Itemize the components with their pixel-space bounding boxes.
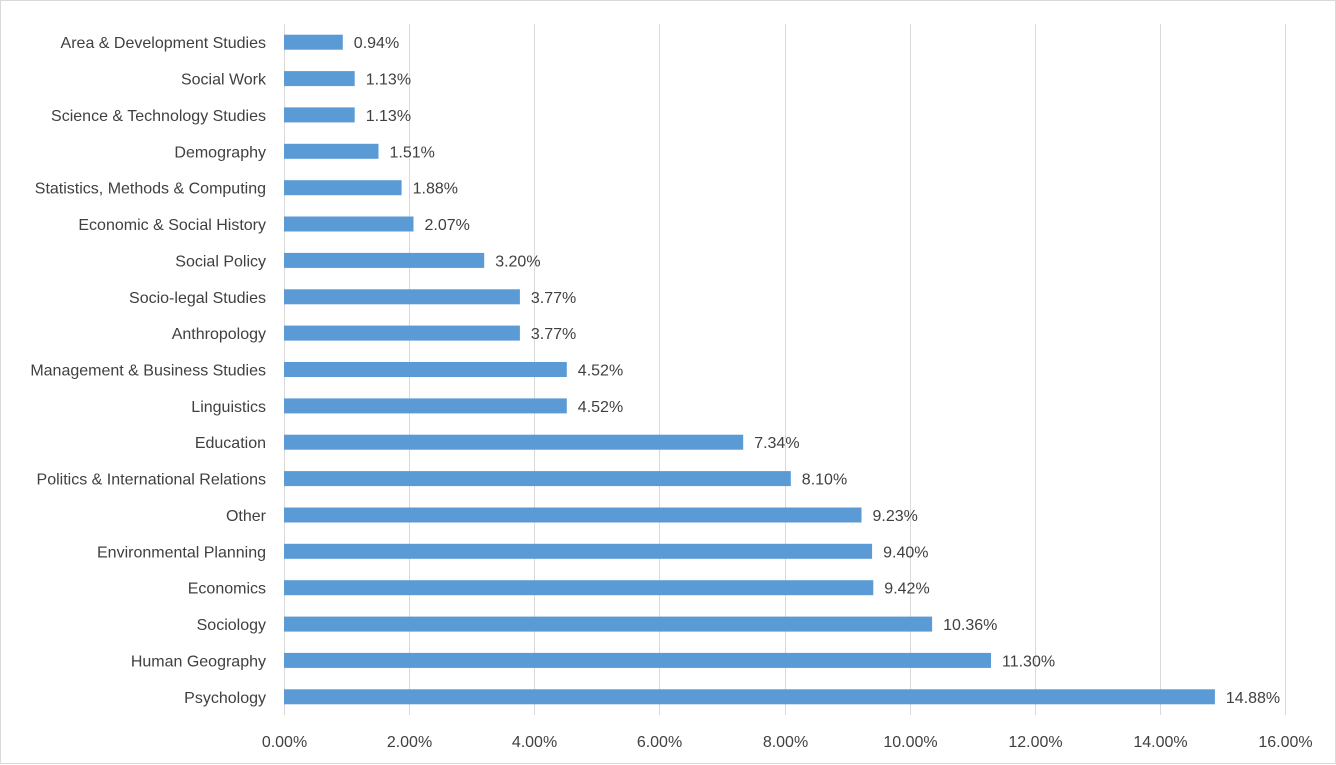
category-label: Economics bbox=[188, 581, 266, 598]
value-labels: 0.94% 1.13% 1.13% 1.51% 1.88% 2.07% 3.20% 3.77%… bbox=[354, 35, 1280, 707]
data-label: 14.88% bbox=[1226, 690, 1280, 707]
data-label: 9.40% bbox=[883, 544, 928, 561]
category-label: Psychology bbox=[184, 690, 266, 707]
data-label: 4.52% bbox=[578, 363, 623, 380]
bar bbox=[284, 580, 874, 596]
category-label: Education bbox=[195, 435, 266, 452]
data-label: 1.13% bbox=[366, 108, 411, 125]
data-label: 1.88% bbox=[413, 181, 458, 198]
bar bbox=[284, 325, 520, 341]
data-label: 3.77% bbox=[531, 326, 576, 343]
bar bbox=[284, 180, 402, 196]
data-label: 1.13% bbox=[366, 72, 411, 89]
x-tick-label: 4.00% bbox=[512, 734, 557, 751]
bar bbox=[284, 34, 343, 50]
bar bbox=[284, 216, 414, 232]
x-tick-label: 12.00% bbox=[1008, 734, 1062, 751]
data-label: 1.51% bbox=[390, 144, 435, 161]
category-label: Social Policy bbox=[175, 253, 266, 270]
data-label: 10.36% bbox=[943, 617, 997, 634]
data-label: 4.52% bbox=[578, 399, 623, 416]
data-label: 9.23% bbox=[873, 508, 918, 525]
data-label: 2.07% bbox=[425, 217, 470, 234]
category-label: Socio-legal Studies bbox=[129, 290, 266, 307]
gridlines bbox=[284, 24, 1286, 715]
x-tick-label: 6.00% bbox=[637, 734, 682, 751]
data-label: 8.10% bbox=[802, 472, 847, 489]
bar bbox=[284, 71, 355, 87]
bar bbox=[284, 107, 355, 123]
bar bbox=[284, 507, 862, 523]
bar bbox=[284, 543, 873, 559]
category-label: Management & Business Studies bbox=[30, 363, 266, 380]
bar bbox=[284, 689, 1215, 705]
data-label: 11.30% bbox=[1002, 653, 1055, 670]
category-label: Linguistics bbox=[191, 399, 266, 416]
category-label: Other bbox=[226, 508, 267, 525]
bar bbox=[284, 616, 933, 632]
bar bbox=[284, 471, 791, 487]
category-label: Social Work bbox=[181, 72, 267, 89]
data-label: 0.94% bbox=[354, 35, 399, 52]
category-label: Politics & International Relations bbox=[37, 472, 266, 489]
x-tick-label: 0.00% bbox=[262, 734, 307, 751]
category-label: Anthropology bbox=[172, 326, 266, 343]
bar bbox=[284, 289, 520, 305]
category-label: Economic & Social History bbox=[78, 217, 266, 234]
category-label: Sociology bbox=[197, 617, 266, 634]
x-tick-label: 16.00% bbox=[1258, 734, 1312, 751]
bar bbox=[284, 434, 744, 450]
bar bbox=[284, 398, 567, 414]
x-tick-label: 2.00% bbox=[387, 734, 432, 751]
bar bbox=[284, 362, 567, 377]
category-label: Area & Development Studies bbox=[61, 35, 266, 52]
bar bbox=[284, 652, 991, 668]
data-label: 9.42% bbox=[884, 581, 929, 598]
category-labels: Area & Development Studies Social Work Sci… bbox=[30, 35, 267, 707]
category-label: Statistics, Methods & Computing bbox=[35, 181, 266, 198]
bars bbox=[284, 34, 1215, 705]
x-axis-tick-labels: 0.00% 2.00% 4.00% 6.00% 8.00% 10.00% 12.00% 14.… bbox=[262, 734, 1313, 751]
data-label: 7.34% bbox=[754, 435, 799, 452]
category-label: Human Geography bbox=[131, 653, 266, 670]
x-tick-label: 10.00% bbox=[883, 734, 937, 751]
bar bbox=[284, 143, 379, 159]
x-tick-label: 14.00% bbox=[1133, 734, 1187, 751]
data-label: 3.77% bbox=[531, 290, 576, 307]
category-label: Demography bbox=[174, 144, 266, 161]
category-label: Environmental Planning bbox=[97, 544, 266, 561]
category-label: Science & Technology Studies bbox=[51, 108, 266, 125]
bar bbox=[284, 252, 485, 268]
x-tick-label: 8.00% bbox=[763, 734, 808, 751]
data-label: 3.20% bbox=[495, 253, 540, 270]
